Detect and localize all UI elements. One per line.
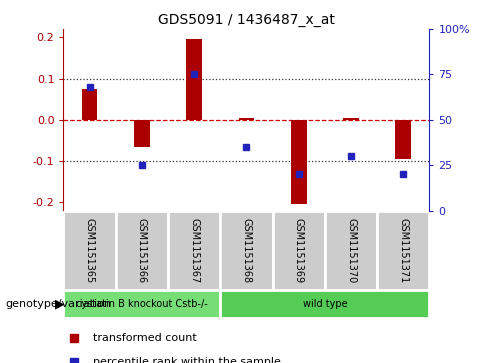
Text: GSM1151369: GSM1151369 <box>294 218 304 283</box>
Bar <box>220 290 429 318</box>
Text: GSM1151365: GSM1151365 <box>84 218 95 283</box>
Text: cystatin B knockout Cstb-/-: cystatin B knockout Cstb-/- <box>76 299 208 309</box>
Text: percentile rank within the sample: percentile rank within the sample <box>93 357 281 363</box>
Title: GDS5091 / 1436487_x_at: GDS5091 / 1436487_x_at <box>158 13 335 26</box>
Bar <box>116 211 168 290</box>
Text: GSM1151371: GSM1151371 <box>398 218 408 283</box>
Text: GSM1151368: GSM1151368 <box>242 218 251 283</box>
Bar <box>186 39 202 120</box>
Bar <box>273 211 325 290</box>
Text: wild type: wild type <box>303 299 347 309</box>
Bar <box>325 211 377 290</box>
Bar <box>220 211 273 290</box>
Bar <box>239 118 254 120</box>
Bar <box>134 120 150 147</box>
Text: GSM1151367: GSM1151367 <box>189 218 199 283</box>
Bar <box>63 290 220 318</box>
Bar <box>291 120 306 204</box>
Text: ▶: ▶ <box>55 298 64 310</box>
Text: GSM1151366: GSM1151366 <box>137 218 147 283</box>
Bar <box>395 120 411 159</box>
Bar <box>343 118 359 120</box>
Bar <box>63 211 116 290</box>
Text: transformed count: transformed count <box>93 333 197 343</box>
Bar <box>377 211 429 290</box>
Text: genotype/variation: genotype/variation <box>5 299 111 309</box>
Bar <box>82 89 98 120</box>
Text: GSM1151370: GSM1151370 <box>346 218 356 283</box>
Bar <box>168 211 220 290</box>
